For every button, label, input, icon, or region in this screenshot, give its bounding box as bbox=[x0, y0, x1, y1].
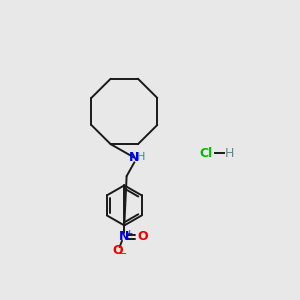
Text: O: O bbox=[113, 244, 123, 256]
Text: H: H bbox=[225, 146, 234, 160]
Text: Cl: Cl bbox=[200, 146, 213, 160]
Text: N: N bbox=[119, 230, 130, 244]
Text: −: − bbox=[119, 249, 128, 259]
Text: N: N bbox=[128, 151, 139, 164]
Text: H: H bbox=[137, 152, 146, 162]
Text: +: + bbox=[125, 229, 133, 238]
Text: O: O bbox=[138, 230, 148, 244]
